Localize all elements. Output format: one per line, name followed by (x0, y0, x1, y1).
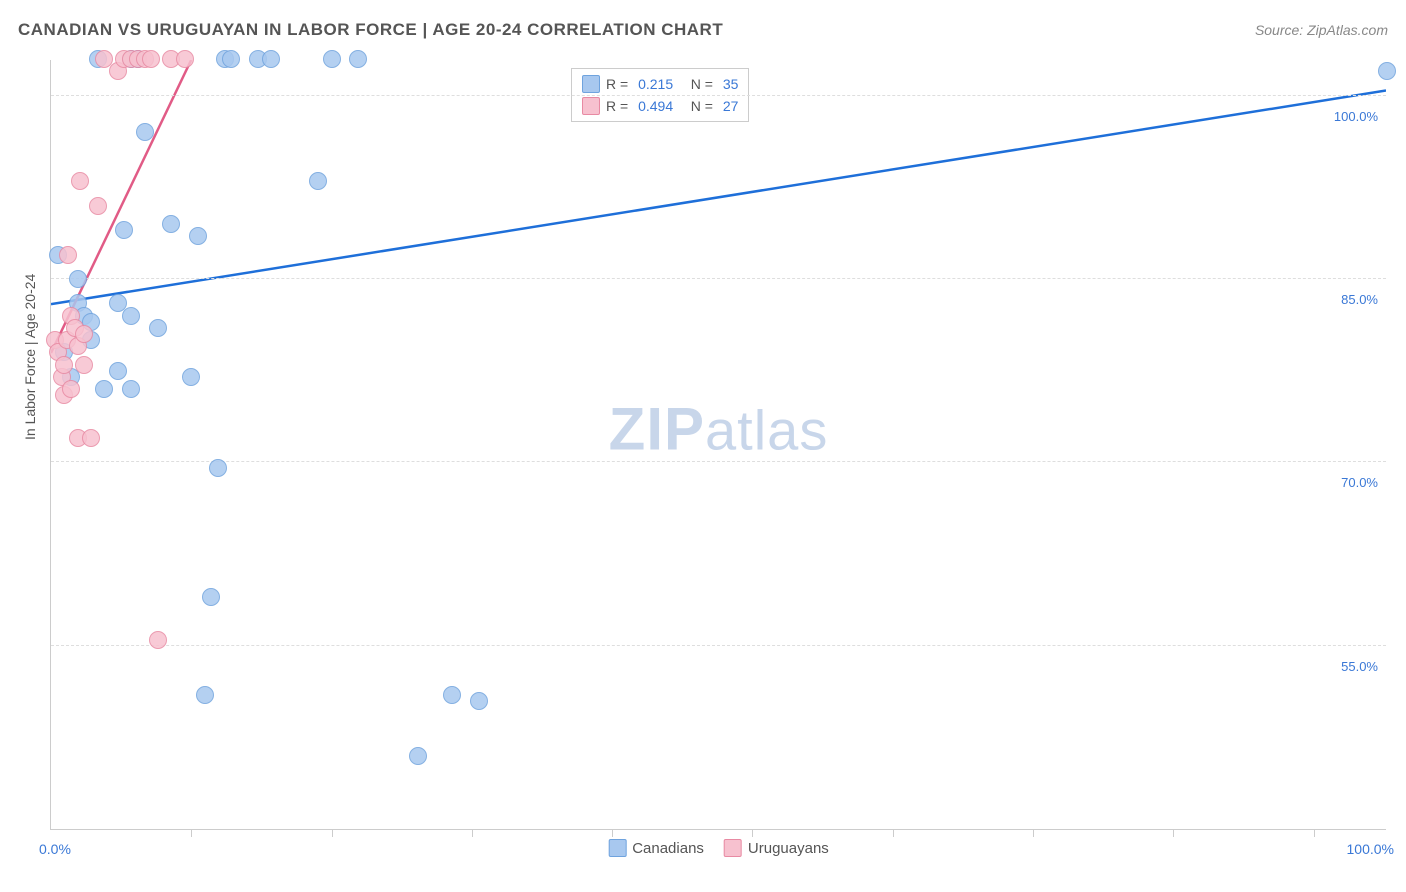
legend-swatch (582, 97, 600, 115)
data-point (82, 429, 100, 447)
data-point (59, 246, 77, 264)
data-point (149, 319, 167, 337)
data-point (349, 50, 367, 68)
data-point (222, 50, 240, 68)
x-axis-min-label: 0.0% (39, 841, 71, 857)
data-point (122, 380, 140, 398)
x-tick (1173, 829, 1174, 837)
data-point (309, 172, 327, 190)
data-point (1378, 62, 1396, 80)
data-point (136, 123, 154, 141)
gridline (51, 278, 1386, 279)
data-point (89, 197, 107, 215)
x-axis-max-label: 100.0% (1347, 841, 1394, 857)
data-point (182, 368, 200, 386)
data-point (209, 459, 227, 477)
data-point (149, 631, 167, 649)
y-tick-label: 85.0% (1341, 292, 1378, 307)
gridline (51, 461, 1386, 462)
data-point (55, 356, 73, 374)
data-point (75, 325, 93, 343)
r-label: R = (606, 76, 628, 92)
x-tick (191, 829, 192, 837)
y-tick-label: 100.0% (1334, 109, 1378, 124)
data-point (262, 50, 280, 68)
data-point (196, 686, 214, 704)
gridline (51, 95, 1386, 96)
series-legend: Canadians Uruguayans (608, 839, 829, 857)
gridline (51, 645, 1386, 646)
n-value: 27 (719, 98, 738, 114)
data-point (115, 221, 133, 239)
n-label: N = (679, 76, 713, 92)
data-point (162, 215, 180, 233)
x-tick (472, 829, 473, 837)
data-point (109, 362, 127, 380)
y-axis-title: In Labor Force | Age 20-24 (22, 274, 38, 440)
data-point (62, 380, 80, 398)
series-legend-item: Uruguayans (724, 839, 829, 857)
series-legend-label: Uruguayans (748, 840, 829, 857)
x-tick (752, 829, 753, 837)
r-value: 0.494 (634, 98, 673, 114)
data-point (122, 307, 140, 325)
watermark: ZIPatlas (609, 395, 829, 464)
data-point (202, 588, 220, 606)
data-point (75, 356, 93, 374)
data-point (176, 50, 194, 68)
data-point (189, 227, 207, 245)
n-value: 35 (719, 76, 738, 92)
series-legend-item: Canadians (608, 839, 704, 857)
correlation-legend-row: R = 0.494 N = 27 (582, 95, 738, 117)
series-legend-label: Canadians (632, 840, 704, 857)
data-point (443, 686, 461, 704)
x-tick (1314, 829, 1315, 837)
data-point (142, 50, 160, 68)
chart-title: CANADIAN VS URUGUAYAN IN LABOR FORCE | A… (18, 20, 723, 40)
trend-lines (51, 60, 1386, 829)
n-label: N = (679, 98, 713, 114)
legend-swatch (724, 839, 742, 857)
r-value: 0.215 (634, 76, 673, 92)
data-point (95, 380, 113, 398)
x-tick (332, 829, 333, 837)
data-point (69, 270, 87, 288)
y-tick-label: 70.0% (1341, 475, 1378, 490)
x-tick (612, 829, 613, 837)
data-point (71, 172, 89, 190)
data-point (409, 747, 427, 765)
r-label: R = (606, 98, 628, 114)
source-label: Source: ZipAtlas.com (1255, 22, 1388, 38)
x-tick (1033, 829, 1034, 837)
correlation-legend-row: R = 0.215 N = 35 (582, 73, 738, 95)
trend-line (51, 91, 1386, 305)
legend-swatch (608, 839, 626, 857)
data-point (470, 692, 488, 710)
x-tick (893, 829, 894, 837)
plot-area: ZIPatlas R = 0.215 N = 35R = 0.494 N = 2… (50, 60, 1386, 830)
y-tick-label: 55.0% (1341, 659, 1378, 674)
data-point (323, 50, 341, 68)
legend-swatch (582, 75, 600, 93)
